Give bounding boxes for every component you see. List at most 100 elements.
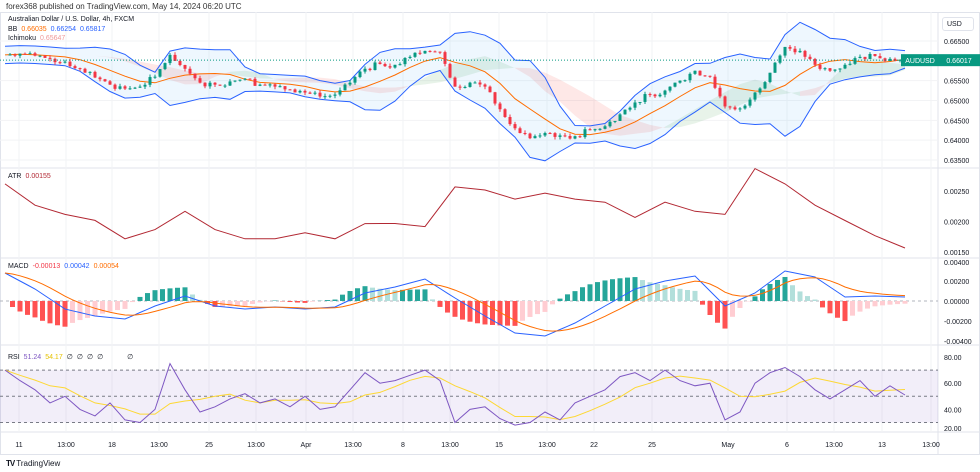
ichimoku-cloud — [455, 59, 470, 79]
macd-histogram-bar — [782, 276, 788, 301]
macd-histogram-bar — [212, 301, 218, 307]
candle-body — [718, 87, 722, 97]
candle-body — [283, 86, 287, 90]
candle-body — [868, 53, 872, 59]
ichimoku-cloud — [740, 79, 755, 106]
candle-body — [768, 72, 772, 83]
macd-histogram-bar — [767, 283, 773, 301]
candle-body — [328, 95, 332, 97]
macd-histogram-bar — [422, 289, 428, 301]
rsi-axis-label: 60.00 — [944, 381, 962, 388]
ichimoku-cloud — [725, 84, 740, 113]
candle-body — [458, 86, 462, 88]
candle-body — [368, 68, 372, 71]
macd-legend[interactable]: MACD -0.00013 0.00042 0.00054 — [8, 263, 123, 270]
time-axis-label: 13:00 — [538, 442, 556, 449]
candle-body — [678, 80, 682, 83]
macd-histogram-bar — [137, 296, 143, 301]
candle-body — [538, 135, 542, 137]
ichimoku-cloud — [770, 83, 785, 96]
macd-histogram-bar — [610, 279, 615, 301]
rsi-value: 51.24 — [23, 354, 42, 361]
macd-histogram-bar — [490, 301, 495, 325]
macd-histogram-bar — [310, 301, 315, 302]
macd-histogram-bar — [407, 289, 413, 301]
atr-name: ATR — [8, 173, 22, 180]
macd-histogram-bar — [535, 301, 540, 315]
symbol-title[interactable]: Australian Dollar / U.S. Dollar, 4h, FXC… — [8, 16, 135, 23]
time-axis-label: 25 — [648, 442, 656, 449]
macd-histogram-bar — [355, 288, 360, 301]
candle-body — [778, 55, 782, 63]
macd-axis-label: -0.00400 — [944, 339, 972, 346]
candle-body — [683, 80, 687, 82]
candle-body — [93, 71, 97, 78]
candle-body — [413, 52, 417, 57]
macd-histogram-bar — [565, 294, 570, 301]
time-axis-label: 6 — [785, 442, 789, 449]
time-axis-label: 13:00 — [825, 442, 843, 449]
rsi-axis-label: 40.00 — [944, 407, 962, 414]
macd-histogram-bar — [62, 301, 68, 327]
candle-body — [653, 94, 657, 97]
time-axis-label: 22 — [590, 442, 598, 449]
ichimoku-cloud — [515, 67, 530, 78]
macd-axis-label: -0.00200 — [944, 319, 972, 326]
macd-histogram-bar — [107, 301, 113, 312]
ichimoku-cloud — [275, 78, 290, 82]
macd-histogram-bar — [692, 290, 698, 301]
candle-body — [393, 64, 397, 68]
rsi-name: RSI — [8, 354, 20, 361]
candle-body — [698, 70, 702, 76]
candle-body — [218, 84, 222, 86]
time-axis-label: 13:00 — [441, 442, 459, 449]
currency-button[interactable]: USD — [942, 17, 974, 31]
macd-histogram-bar — [115, 301, 120, 311]
candle-body — [98, 77, 102, 80]
time-axis-label: 15 — [495, 442, 503, 449]
atr-legend[interactable]: ATR 0.00155 — [8, 173, 55, 180]
candle-body — [298, 90, 302, 93]
macd-histogram-bar — [580, 287, 585, 301]
candle-body — [278, 86, 282, 88]
bb-lower: 0.65817 — [79, 26, 106, 33]
macd-histogram-bar — [295, 301, 300, 303]
bb-legend[interactable]: BB 0.66035 0.66254 0.65817 — [8, 26, 109, 33]
candle-body — [168, 54, 172, 64]
ichimoku-cloud — [860, 58, 875, 77]
candle-body — [68, 61, 72, 67]
time-axis-label: 11 — [15, 442, 22, 449]
ichimoku-cloud — [605, 105, 620, 136]
candle-body — [363, 68, 367, 72]
macd-histogram-bar — [700, 301, 705, 305]
atr-line — [4, 167, 906, 249]
candle-body — [703, 75, 707, 77]
macd-histogram-bar — [70, 301, 75, 323]
rsi-legend[interactable]: RSI 51.24 54.17 ∅ ∅ ∅ ∅ ∅ — [8, 353, 137, 361]
rsi-extra: ∅ — [127, 354, 134, 361]
tradingview-logo[interactable]: TV TradingView — [6, 459, 60, 468]
ichimoku-cloud — [485, 56, 500, 71]
macd-histogram-bar — [737, 301, 743, 308]
macd-histogram-bar — [385, 289, 390, 301]
candle-body — [613, 120, 617, 122]
brand-name: TradingView — [16, 459, 61, 468]
bb-basis-line — [4, 53, 906, 136]
ichimoku-legend[interactable]: Ichimoku 0.65647 — [8, 35, 69, 42]
symbol-tag-label: AUDUSD — [905, 58, 935, 65]
atr-value: 0.00155 — [25, 173, 51, 180]
macd-histogram-bar — [730, 301, 735, 317]
candle-body — [143, 84, 147, 87]
candle-body — [713, 76, 717, 88]
candle-body — [808, 56, 812, 59]
candle-body — [343, 84, 347, 91]
candle-body — [443, 52, 447, 64]
candle-body — [833, 69, 837, 71]
candle-body — [788, 46, 792, 49]
macd-axis-label: 0.00200 — [944, 279, 969, 286]
candle-body — [848, 63, 852, 65]
candle-body — [723, 96, 727, 107]
ichimoku-cloud — [830, 65, 845, 83]
candle-body — [543, 133, 547, 136]
